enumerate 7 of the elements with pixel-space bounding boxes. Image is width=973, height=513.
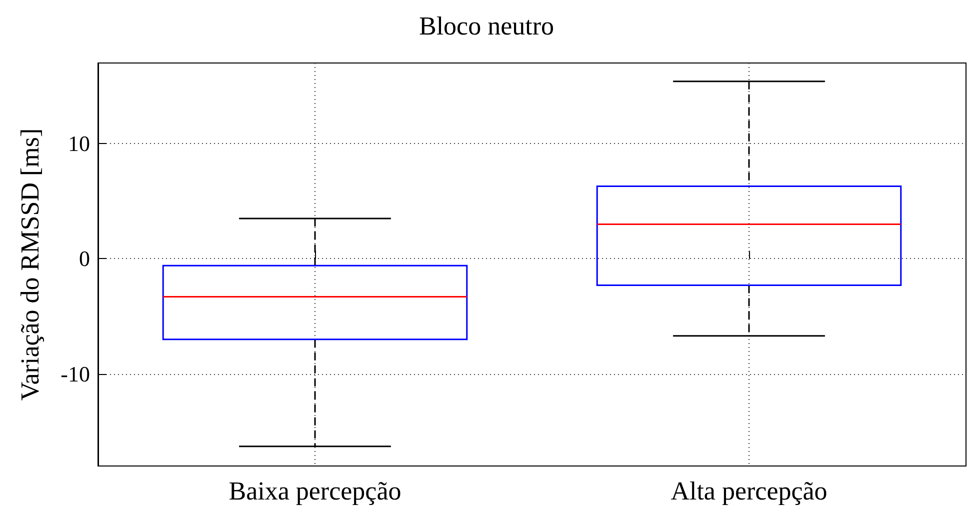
x-tick-label: Baixa percepção	[228, 476, 402, 506]
y-axis-title: Variação do RMSSD [ms]	[16, 128, 44, 401]
x-tick-label: Alta percepção	[670, 476, 828, 506]
chart-title: Bloco neutro	[418, 12, 554, 40]
y-tick-label: 10	[68, 131, 90, 156]
y-tick-label: -10	[60, 361, 90, 386]
y-tick-label: 0	[79, 246, 90, 272]
